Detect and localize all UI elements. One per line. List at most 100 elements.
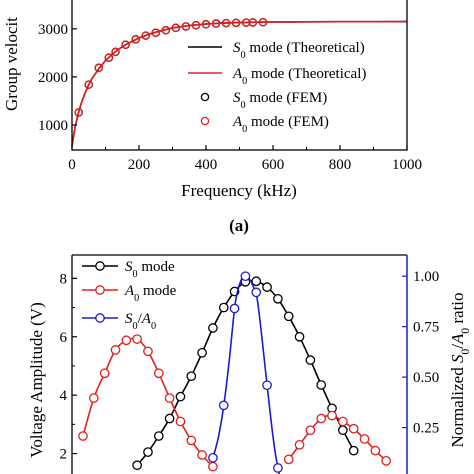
panel-b-point: [283, 454, 294, 465]
panel-b-y-tick-label: 2: [60, 447, 68, 463]
panel-b: 2 4 6 8 0.25 0.50 0.75 1.00 Voltage Amplitude (…: [27, 254, 472, 474]
panel-a-point: [111, 47, 120, 57]
panel-b-legend-label: A0 mode: [124, 283, 177, 304]
panel-a-point: [94, 63, 104, 73]
panel-b-point: [338, 425, 348, 436]
panel-a-legend-swatch: [200, 116, 210, 126]
panel-b-point: [132, 334, 142, 344]
panel-b-series: [78, 271, 392, 474]
panel-a-x-tick-label: 200: [128, 157, 151, 173]
panel-b-y-tick-label: 8: [60, 271, 68, 287]
panel-a-point: [211, 19, 221, 28]
panel-b-point: [175, 391, 186, 402]
panel-b-point: [208, 461, 218, 472]
panel-a-label: (a): [229, 216, 249, 235]
panel-a-y-tick-label: 1000: [38, 118, 68, 134]
panel-a-legend-label: A0 mode (FEM): [232, 114, 329, 135]
panel-b-point: [327, 410, 337, 421]
panel-b-point: [262, 282, 272, 292]
panel-a-point: [141, 31, 150, 40]
panel-a-x-tick-label: 0: [68, 157, 76, 173]
panel-b-point: [381, 456, 392, 466]
panel-a-legend-swatch: [200, 92, 210, 102]
panel-b-plot-area: [78, 271, 392, 474]
panel-b-point: [143, 447, 153, 457]
panel-b-point: [294, 439, 305, 450]
panel-a-point: [171, 23, 181, 33]
panel-b-legend-swatch-marker: [95, 313, 105, 323]
panel-b-legend: S0 mode A0 mode S0/A0: [82, 259, 177, 332]
panel-b-y2-tick-label: 1.00: [413, 269, 439, 285]
panel-b-point: [240, 271, 251, 282]
panel-b-point: [110, 345, 121, 355]
panel-a-x-tick-label: 600: [262, 157, 285, 173]
panel-a-point: [181, 22, 191, 31]
panel-a-y-tick-label: 2000: [38, 70, 68, 86]
panel-b-point: [359, 434, 370, 444]
panel-b-point: [229, 303, 240, 314]
panel-a-point: [258, 18, 268, 27]
panel-b-axes: 2 4 6 8 0.25 0.50 0.75 1.00: [60, 254, 439, 474]
panel-b-point: [305, 355, 316, 365]
panel-b-point: [208, 453, 218, 463]
panel-a-legend-label: S0 mode (Theoretical): [233, 40, 365, 61]
panel-b-point: [186, 435, 197, 446]
panel-b-y2-tick-label: 0.50: [413, 370, 439, 386]
panel-b-legend-swatch-marker: [95, 261, 105, 271]
panel-a-point: [201, 20, 211, 29]
panel-b-point: [164, 393, 175, 403]
panel-a-point: [74, 108, 83, 117]
panel-b-point: [218, 302, 229, 313]
panel-a-axes: 0 200 400 600 800 1000 1000 2000 3000: [38, 0, 422, 173]
panel-b-point: [197, 347, 207, 358]
panel-b-point: [348, 423, 359, 434]
panel-b-point: [218, 400, 229, 411]
panel-a-point: [191, 20, 201, 30]
panel-b-point: [316, 413, 327, 424]
panel-b-point: [132, 460, 142, 471]
panel-b-point: [186, 371, 197, 382]
panel-a-point: [121, 40, 130, 49]
panel-b-point: [294, 331, 305, 342]
panel-a-x-axis-label: Frequency (kHz): [181, 181, 297, 200]
panel-a-point: [248, 18, 258, 27]
panel-b-y-axis-label: Voltage Amplitude (V): [27, 302, 46, 458]
panel-b-point: [338, 416, 348, 427]
panel-b-y2-axis-label: Normalized S0/A0 ratio: [448, 292, 472, 447]
panel-b-point: [283, 311, 294, 322]
panel-b-point: [153, 368, 164, 379]
panel-b-y2-tick-label: 0.25: [413, 421, 439, 437]
panel-a-legend: S0 mode (Theoretical) A0 mode (Theoretica…: [188, 40, 366, 135]
panel-a-point: [231, 18, 241, 28]
panel-a-point: [131, 35, 140, 44]
panel-b-point: [99, 368, 110, 379]
panel-b-series-line-1: [288, 414, 387, 462]
panel-b-point: [197, 450, 207, 460]
panel-a-y-axis-label: Group velocit: [2, 17, 21, 111]
panel-a-point: [221, 18, 231, 28]
panel-a-series: [71, 18, 408, 147]
panel-b-point: [88, 393, 99, 403]
panel-b-y-tick-label: 4: [60, 388, 68, 404]
panel-a: 0 200 400 600 800 1000 1000 2000 3000 Frequency …: [2, 0, 422, 235]
panel-b-series-line-0: [136, 279, 355, 466]
panel-a-point: [151, 28, 160, 37]
panel-a-point: [104, 53, 114, 62]
panel-b-point: [273, 463, 283, 473]
panel-b-y2-tick-label: 0.75: [413, 320, 439, 336]
panel-b-point: [175, 416, 186, 427]
panel-a-x-tick-label: 400: [195, 157, 218, 173]
panel-b-point: [251, 287, 262, 298]
panel-a-y-tick-label: 3000: [38, 22, 68, 38]
panel-a-point: [161, 26, 171, 35]
panel-a-legend-label: A0 mode (Theoretical): [232, 66, 366, 87]
panel-b-point: [153, 431, 164, 441]
panel-b-point: [305, 425, 316, 436]
panel-b-legend-label: S0/A0: [125, 311, 156, 332]
panel-b-point: [262, 380, 272, 391]
panel-b-point: [78, 431, 88, 441]
panel-b-point: [208, 323, 218, 333]
panel-b-point: [164, 413, 175, 424]
panel-a-point: [84, 80, 94, 89]
